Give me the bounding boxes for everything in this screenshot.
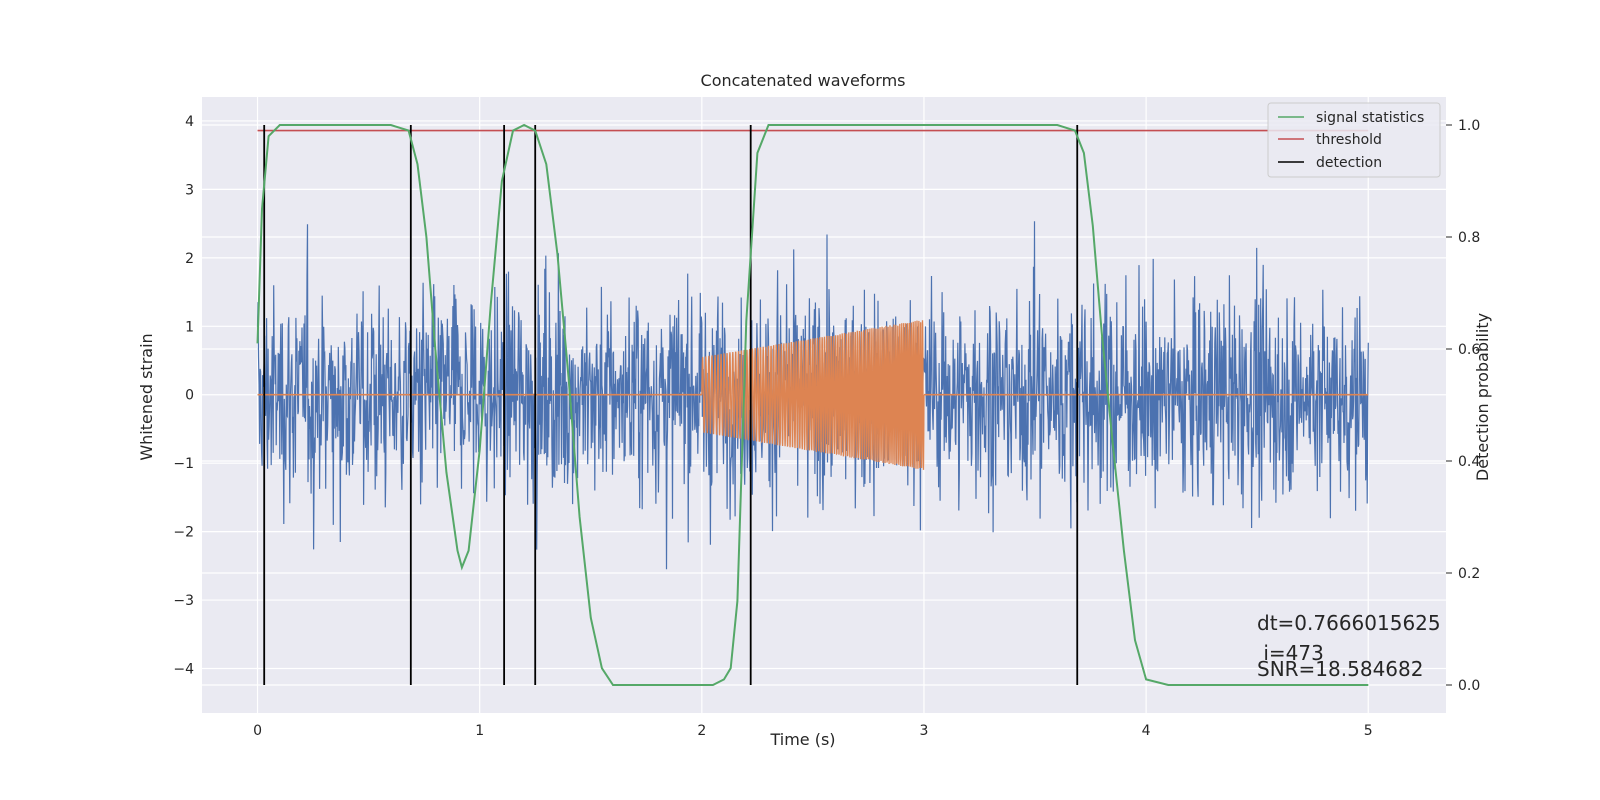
- y-tick-label: −2: [173, 525, 194, 541]
- y-tick-label: −3: [173, 593, 194, 609]
- y-tick-label: 0: [185, 388, 194, 404]
- y-tick-label: 3: [185, 182, 194, 198]
- y-axis-label: Whitened strain: [137, 333, 156, 460]
- waveform-chirp: [701, 320, 925, 470]
- y2-tick-label: 0.8: [1458, 230, 1480, 246]
- y2-axis-ticks: 0.0 0.2 0.4 0.6 0.8 1.0: [1446, 118, 1480, 694]
- y-tick-label: 1: [185, 319, 194, 335]
- x-tick-label: 2: [697, 723, 706, 739]
- y2-tick-label: 0.6: [1458, 342, 1480, 358]
- legend-label-threshold: threshold: [1316, 132, 1382, 148]
- x-axis-label: Time (s): [769, 730, 835, 749]
- x-tick-label: 5: [1364, 723, 1373, 739]
- y2-tick-label: 1.0: [1458, 118, 1480, 134]
- x-tick-label: 0: [253, 723, 262, 739]
- strain-noise-series: [256, 221, 1369, 570]
- y-tick-label: −4: [173, 662, 194, 678]
- signal-statistics-line: [256, 123, 1369, 686]
- x-tick-label: 4: [1142, 723, 1151, 739]
- legend: signal statistics threshold detection: [1267, 102, 1441, 178]
- detection-series: [256, 123, 1369, 686]
- y2-axis-label: Detection probability: [1473, 313, 1492, 481]
- y2-tick-label: 0.4: [1458, 454, 1480, 470]
- y-axis-ticks: −4 −3 −2 −1 0 1 2 3 4: [173, 114, 194, 678]
- injected-waveform-series: [257, 320, 1369, 470]
- y-tick-label: −1: [173, 456, 194, 472]
- x-axis-ticks: 0 1 2 3 4 5: [253, 723, 1373, 739]
- chart-title: Concatenated waveforms: [701, 71, 906, 90]
- legend-label-detection: detection: [1316, 155, 1382, 171]
- strain-noise-line: [256, 221, 1369, 570]
- x-tick-label: 1: [475, 723, 484, 739]
- y2-tick-label: 0.2: [1458, 566, 1480, 582]
- annotation-i: i=473: [1257, 641, 1324, 665]
- annotation-snr: SNR=18.584682: [1257, 657, 1423, 681]
- plot-series: [256, 123, 1369, 686]
- legend-box: [1267, 102, 1441, 178]
- y-tick-label: 2: [185, 251, 194, 267]
- x-tick-label: 3: [920, 723, 929, 739]
- legend-label-signal-statistics: signal statistics: [1316, 110, 1424, 126]
- annotation-dt: dt=0.7666015625: [1257, 611, 1441, 635]
- y2-tick-label: 0.0: [1458, 678, 1480, 694]
- y-tick-label: 4: [185, 114, 194, 130]
